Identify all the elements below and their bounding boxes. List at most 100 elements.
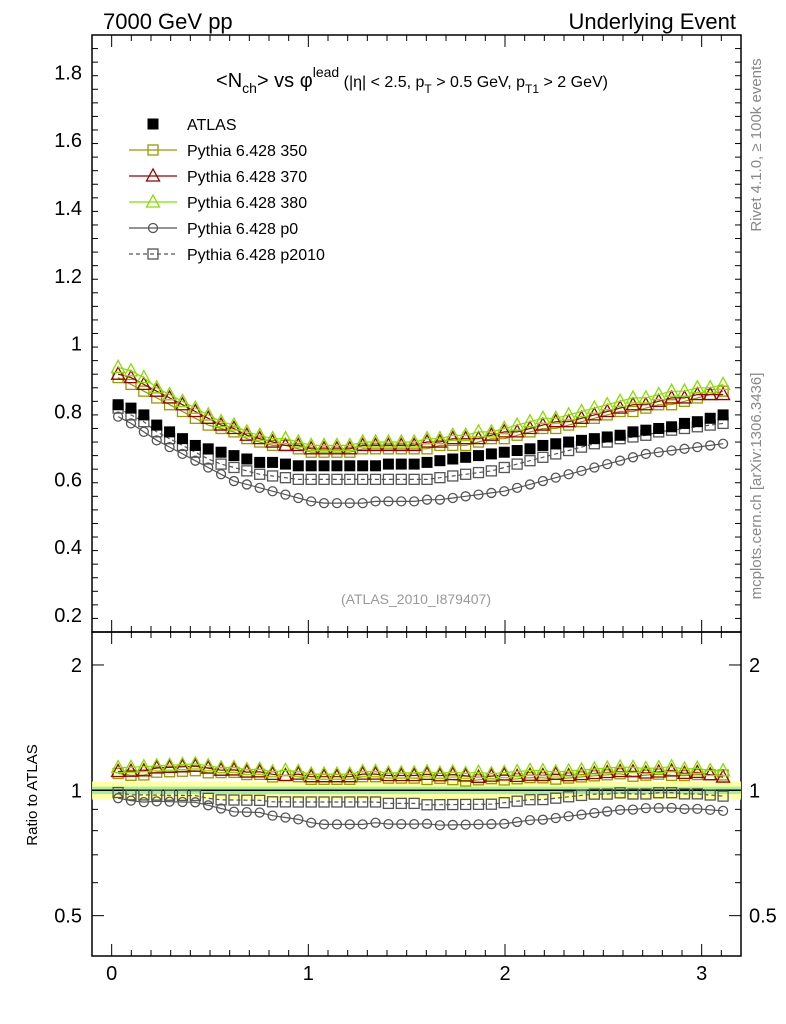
ratio-point: [380, 764, 397, 779]
data-point: [329, 437, 345, 452]
ratio-point: [151, 789, 163, 801]
series-line-ratio: [118, 763, 724, 775]
data-point: [664, 389, 680, 404]
ratio-point: [486, 818, 497, 830]
ratio-point: [239, 761, 255, 776]
data-point: [190, 455, 201, 466]
data-point: [653, 422, 665, 434]
main-ytick-label: 0.2: [54, 605, 82, 627]
data-point: [434, 494, 446, 505]
ratio-point: [409, 818, 420, 830]
data-point: [524, 443, 536, 455]
legend-label: Pythia 6.428 380: [187, 195, 307, 212]
data-point: [576, 465, 587, 477]
ratio-point: [548, 765, 564, 781]
data-point: [164, 441, 175, 453]
ratio-point: [717, 805, 729, 817]
ratio-point: [473, 819, 484, 830]
data-point: [470, 423, 487, 438]
data-point: [419, 433, 435, 448]
legend-marker: [147, 118, 159, 130]
data-point: [432, 433, 448, 448]
data-point: [563, 469, 574, 480]
legend-entry: Pythia 6.428 350: [129, 143, 307, 160]
data-point: [689, 379, 705, 394]
data-point: [689, 386, 705, 401]
data-point: [203, 462, 214, 473]
data-point: [254, 456, 266, 468]
ratio-point: [602, 806, 613, 817]
ratio-point: [277, 767, 294, 782]
ratio-point: [213, 761, 229, 776]
data-point: [239, 426, 255, 441]
data-point: [136, 376, 152, 391]
data-point: [357, 497, 368, 509]
ratio-point: [151, 796, 162, 807]
ratio-point: [689, 759, 705, 774]
title-cut3: > 2 GeV): [539, 74, 608, 91]
ratio-point: [432, 767, 448, 782]
ratio-point: [226, 761, 242, 776]
data-point: [290, 437, 306, 452]
data-point: [254, 482, 265, 493]
ratio-point: [125, 769, 137, 781]
data-point: [459, 468, 472, 480]
ratio-point: [573, 761, 590, 776]
data-point: [151, 435, 162, 446]
ratio-point: [625, 759, 641, 774]
ratio-point: [653, 787, 665, 799]
data-point: [215, 458, 227, 470]
data-point: [241, 479, 252, 490]
series-line-main: [117, 416, 724, 504]
ratio-point: [537, 814, 549, 825]
ratio-point: [664, 762, 680, 777]
data-point: [406, 437, 422, 452]
series-line-ratio: [117, 797, 724, 826]
title-sub-ch: ch: [242, 80, 257, 96]
ratio-point: [264, 763, 281, 778]
data-point: [382, 458, 394, 470]
ratio-point: [447, 798, 459, 811]
ratio-point: [163, 789, 176, 801]
data-point: [676, 389, 693, 404]
data-point: [112, 399, 124, 411]
data-point: [586, 406, 602, 421]
ratio-point: [601, 788, 613, 800]
data-point: [213, 416, 229, 431]
data-point: [280, 489, 291, 500]
data-point: [215, 446, 227, 458]
header-right: Underlying Event: [568, 9, 736, 34]
data-point: [370, 496, 381, 507]
data-point: [241, 465, 253, 477]
data-point: [357, 473, 369, 486]
data-point: [252, 430, 268, 445]
data-point: [318, 460, 330, 472]
ratio-point: [406, 764, 422, 779]
ratio-point: [342, 765, 358, 780]
legend-entry: ATLAS: [147, 117, 237, 134]
ratio-point: [586, 760, 602, 775]
data-point: [305, 473, 317, 486]
data-point: [112, 411, 124, 422]
ratio-point: [370, 817, 381, 828]
data-point: [588, 433, 600, 445]
ratio-point: [367, 763, 384, 778]
data-point: [522, 420, 538, 435]
data-point: [267, 456, 279, 468]
data-point: [511, 482, 523, 493]
data-point: [640, 448, 652, 460]
ratio-point: [396, 818, 407, 830]
ratio-point: [458, 767, 474, 782]
title-cut1: (|η| < 2.5, p: [339, 74, 424, 91]
ratio-point: [535, 767, 551, 782]
ratio-point: [110, 759, 126, 774]
data-point: [316, 440, 332, 455]
data-point: [202, 443, 214, 455]
ratio-point: [393, 767, 409, 782]
ratio-point: [331, 796, 343, 808]
data-point: [421, 494, 433, 505]
ratio-point: [174, 756, 191, 771]
data-point: [110, 365, 126, 380]
data-point: [676, 382, 693, 397]
data-point: [290, 433, 306, 448]
